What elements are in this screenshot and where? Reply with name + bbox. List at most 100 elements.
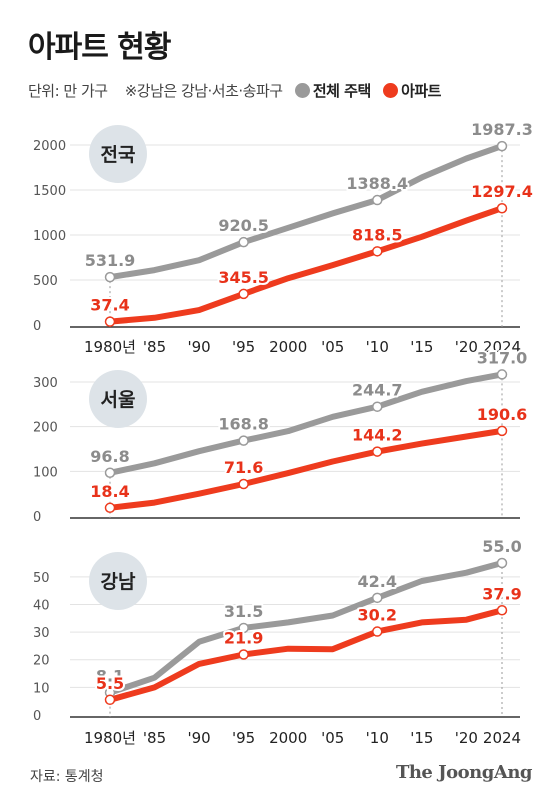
apartment-value-label: 37.4	[90, 296, 129, 315]
total-value-label: 1987.3	[471, 120, 533, 139]
source-note: 자료: 통계청	[30, 769, 104, 785]
total-value-label: 8.1	[96, 667, 124, 686]
x-tick-label: '90	[187, 729, 210, 747]
x-tick-label: '15	[410, 338, 433, 356]
data-point	[104, 502, 116, 514]
data-point	[238, 288, 249, 300]
y-tick-label: 2000	[33, 139, 66, 154]
data-point	[372, 401, 383, 412]
data-point	[372, 592, 383, 604]
total-value-label: 244.7	[352, 381, 403, 400]
apartment-line	[107, 427, 505, 511]
total-value-label: 42.4	[358, 572, 397, 591]
brand-logo: The JoongAng	[395, 762, 533, 783]
data-point	[496, 140, 508, 152]
x-tick-label: '15	[410, 729, 433, 747]
apartment-value-label: 818.5	[352, 225, 403, 244]
x-tick-label: 2000	[269, 729, 307, 747]
y-tick-label: 100	[33, 465, 58, 480]
data-point	[238, 622, 249, 634]
x-tick-label: 2000	[269, 338, 307, 356]
data-point	[496, 557, 508, 569]
x-tick-label: 2024	[483, 729, 521, 747]
x-tick-label: '95	[232, 338, 255, 356]
subtitle-row: 단위: 만 가구 ※강남은 강남·서초·송파구 전체 주택 아파트	[28, 80, 441, 101]
data-point	[496, 425, 508, 437]
y-tick-label: 40	[33, 598, 50, 613]
region-label: 전국	[101, 144, 136, 166]
x-tick-label: 1980년	[84, 729, 136, 747]
y-tick-label: 30	[33, 626, 50, 641]
x-tick-label: '10	[366, 729, 389, 747]
total-value-label: 920.5	[218, 216, 269, 235]
region-circle	[89, 370, 147, 428]
region-label: 서울	[101, 389, 136, 411]
total-value-label: 96.8	[90, 447, 129, 466]
total-value-label: 531.9	[85, 251, 136, 270]
page-title: 아파트 현황	[28, 30, 171, 65]
y-tick-label: 0	[33, 319, 41, 334]
data-point	[372, 246, 383, 257]
apartment-value-label: 190.6	[477, 405, 528, 424]
unit-note: 단위: 만 가구	[28, 82, 108, 100]
data-point	[496, 369, 508, 380]
total-value-label: 317.0	[477, 348, 528, 367]
legend-total-label: 전체 주택	[312, 82, 371, 100]
x-tick-label: '90	[187, 338, 210, 356]
x-tick-label: '10	[366, 338, 389, 356]
total-value-label: 31.5	[224, 602, 263, 621]
data-point	[104, 467, 116, 479]
data-point	[496, 202, 508, 214]
x-tick-label: '20	[455, 338, 478, 356]
data-point	[238, 435, 249, 446]
apartment-value-label: 30.2	[358, 606, 397, 625]
y-tick-label: 0	[33, 510, 41, 525]
x-tick-label: 1980년	[84, 338, 136, 356]
x-tick-label: '05	[321, 729, 344, 747]
total-housing-line	[107, 143, 505, 281]
apartment-value-label: 1297.4	[471, 182, 533, 201]
region-circle	[89, 125, 147, 183]
apartment-line	[107, 205, 505, 325]
y-tick-label: 1500	[33, 184, 66, 199]
x-tick-label: '05	[321, 338, 344, 356]
x-tick-label: '95	[232, 729, 255, 747]
y-tick-label: 10	[33, 681, 50, 696]
x-tick-label: '20	[455, 729, 478, 747]
data-point	[104, 271, 116, 283]
apartment-value-label: 71.6	[224, 458, 263, 477]
region-circle	[89, 552, 147, 610]
data-point	[372, 194, 383, 206]
apartment-value-label: 21.9	[224, 628, 263, 647]
data-point	[372, 626, 383, 637]
y-tick-label: 50	[33, 571, 50, 586]
total-value-label: 168.8	[218, 415, 269, 434]
data-point	[238, 649, 249, 660]
apartment-value-label: 37.9	[482, 584, 521, 603]
apartment-value-label: 144.2	[352, 426, 403, 445]
total-value-label: 1388.4	[346, 174, 408, 193]
y-tick-label: 0	[33, 709, 41, 724]
y-tick-label: 20	[33, 654, 50, 669]
x-tick-label: '85	[143, 338, 166, 356]
region-note: ※강남은 강남·서초·송파구	[124, 82, 283, 100]
data-point	[238, 236, 249, 248]
y-tick-label: 200	[33, 421, 58, 436]
data-point	[104, 316, 116, 327]
data-point	[238, 478, 249, 490]
data-point	[104, 694, 116, 706]
total-housing-line	[107, 560, 505, 696]
data-point	[372, 446, 383, 457]
legend-apartment-dot	[383, 83, 399, 98]
legend-total-dot	[294, 83, 310, 98]
x-tick-label: 2024	[483, 338, 521, 356]
apartment-value-label: 18.4	[90, 482, 129, 501]
x-tick-label: '85	[143, 729, 166, 747]
apartment-value-label: 5.5	[96, 674, 124, 693]
apartment-line	[107, 607, 505, 703]
y-tick-label: 500	[33, 274, 58, 289]
total-housing-line	[107, 371, 505, 476]
y-tick-label: 1000	[33, 229, 66, 244]
